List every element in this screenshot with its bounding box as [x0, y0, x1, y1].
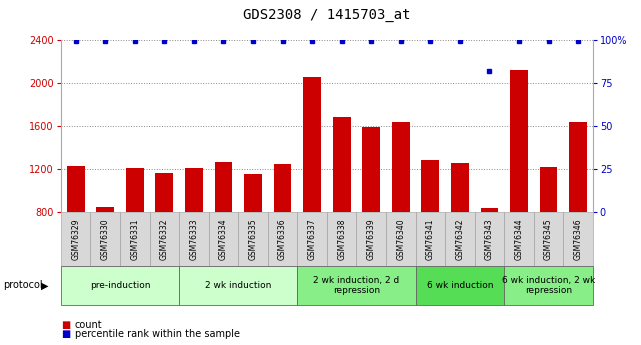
Text: 6 wk induction: 6 wk induction [427, 281, 493, 290]
Text: GSM76333: GSM76333 [189, 218, 199, 260]
Text: GSM76346: GSM76346 [574, 218, 583, 260]
Bar [274, 164, 292, 298]
Text: GSM76342: GSM76342 [455, 218, 465, 260]
Bar [215, 161, 232, 298]
Text: GSM76330: GSM76330 [101, 218, 110, 260]
Text: GSM76336: GSM76336 [278, 218, 287, 260]
Bar [126, 168, 144, 298]
Text: GSM76338: GSM76338 [337, 218, 346, 260]
Bar [156, 173, 173, 298]
Text: 6 wk induction, 2 wk
repression: 6 wk induction, 2 wk repression [502, 276, 595, 295]
Bar [422, 160, 439, 298]
Text: 2 wk induction, 2 d
repression: 2 wk induction, 2 d repression [313, 276, 399, 295]
Text: ■: ■ [61, 329, 70, 339]
Text: GSM76331: GSM76331 [130, 218, 139, 260]
Bar [392, 122, 410, 298]
Bar [569, 122, 587, 298]
Text: GSM76343: GSM76343 [485, 218, 494, 260]
Text: GSM76345: GSM76345 [544, 218, 553, 260]
Bar [185, 168, 203, 298]
Text: count: count [75, 320, 103, 330]
Text: protocol: protocol [3, 280, 43, 290]
Text: percentile rank within the sample: percentile rank within the sample [75, 329, 240, 339]
Text: GSM76332: GSM76332 [160, 218, 169, 260]
Text: GSM76344: GSM76344 [515, 218, 524, 260]
Text: 2 wk induction: 2 wk induction [205, 281, 271, 290]
Bar [451, 162, 469, 298]
Text: GSM76329: GSM76329 [71, 218, 80, 260]
Text: GSM76335: GSM76335 [249, 218, 258, 260]
Bar [303, 77, 321, 298]
Text: GSM76334: GSM76334 [219, 218, 228, 260]
Bar [96, 207, 114, 298]
Text: GSM76337: GSM76337 [308, 218, 317, 260]
Text: ▶: ▶ [41, 280, 49, 290]
Bar [333, 117, 351, 298]
Bar [362, 127, 380, 298]
Text: GSM76341: GSM76341 [426, 218, 435, 260]
Text: GSM76340: GSM76340 [396, 218, 405, 260]
Text: GSM76339: GSM76339 [367, 218, 376, 260]
Bar [540, 167, 558, 298]
Text: pre-induction: pre-induction [90, 281, 150, 290]
Bar [481, 208, 498, 298]
Text: GDS2308 / 1415703_at: GDS2308 / 1415703_at [243, 8, 411, 22]
Bar [510, 70, 528, 298]
Bar [67, 166, 85, 298]
Bar [244, 175, 262, 298]
Text: ■: ■ [61, 320, 70, 330]
